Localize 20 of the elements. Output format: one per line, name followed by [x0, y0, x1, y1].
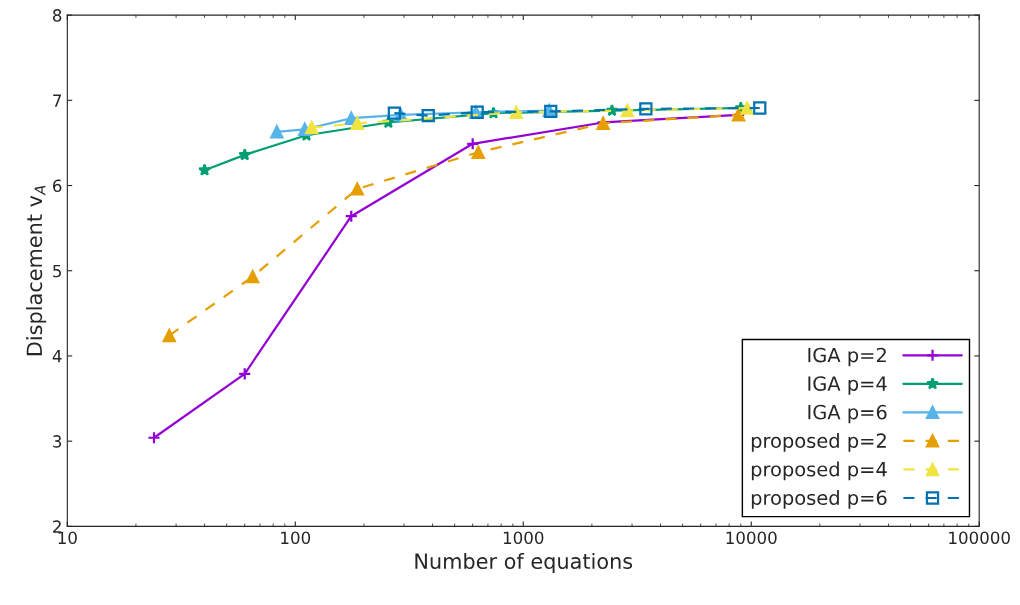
y-tick-label: 6 — [53, 179, 62, 193]
legend-label: IGA p=4 — [808, 376, 887, 395]
legend-label: proposed p=4 — [751, 461, 887, 481]
legend-label: proposed p=6 — [751, 490, 887, 509]
x-axis-title: Number of equations — [415, 552, 633, 574]
legend-label: IGA p=2 — [808, 347, 886, 367]
y-tick-label: 3 — [53, 435, 62, 448]
y-axis-title: Displacement v$_{A}$ — [26, 185, 47, 356]
legend-label: proposed p=2 — [751, 432, 886, 452]
y-tick-label: 7 — [53, 94, 62, 107]
y-tick-label: 8 — [52, 9, 62, 22]
legend-label: IGA p=6 — [808, 404, 887, 424]
x-tick-label: 10000 — [726, 531, 777, 545]
x-tick-label: 100 — [281, 531, 311, 545]
y-tick-label: 4 — [52, 350, 62, 363]
y-tick-label: 5 — [53, 264, 61, 278]
y-tick-label: 2 — [53, 520, 61, 533]
x-tick-label: 1000 — [503, 531, 544, 545]
x-tick-label: 100000 — [949, 531, 1010, 545]
x-tick-label: 10 — [58, 531, 77, 545]
